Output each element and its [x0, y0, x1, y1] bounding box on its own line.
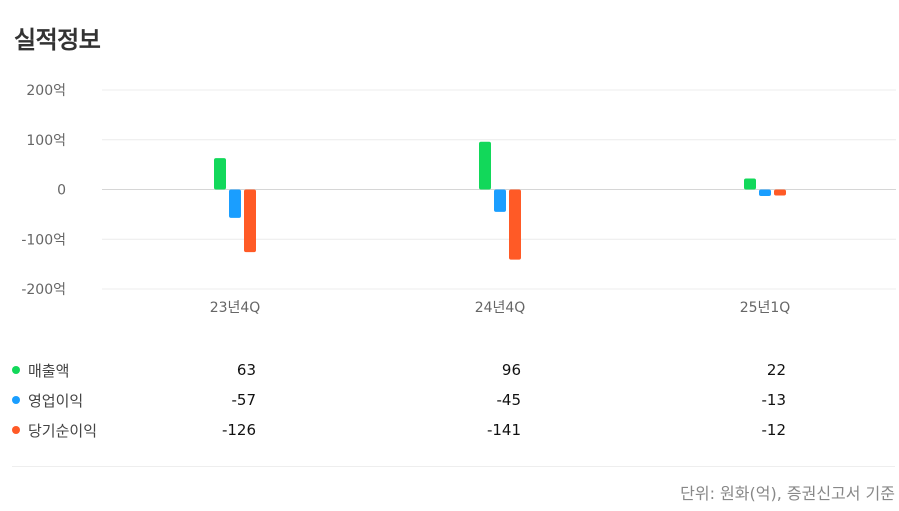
operating-profit-dot-icon: [12, 396, 20, 404]
bar-revenue: [744, 178, 756, 190]
row-label-operating-profit: 영업이익: [12, 390, 83, 410]
y-tick-label: 200억: [26, 83, 66, 99]
row-label-revenue: 매출액: [12, 360, 69, 380]
x-tick-label: 25년1Q: [740, 300, 791, 316]
bar-operating-profit: [759, 189, 771, 196]
table-cell: -57: [231, 391, 257, 409]
row-label-text: 영업이익: [28, 391, 84, 410]
bar-net-income: [244, 189, 256, 253]
chart-bars: [214, 141, 786, 260]
row-label-text: 당기순이익: [28, 421, 98, 440]
y-tick-label: 0: [57, 183, 66, 199]
table-cell: -13: [761, 391, 787, 409]
table-cell: -45: [496, 391, 522, 409]
divider: [12, 466, 895, 467]
row-label-net-income: 당기순이익: [12, 420, 97, 440]
net-income-dot-icon: [12, 426, 20, 434]
table-cell: 22: [766, 361, 786, 379]
bar-revenue: [479, 141, 491, 190]
bar-revenue: [214, 158, 226, 190]
table-cell: -12: [761, 421, 787, 439]
x-tick-label: 24년4Q: [475, 300, 526, 316]
bar-operating-profit: [494, 189, 506, 212]
y-axis-ticks: 200억 100억 0 -100억 -200억: [21, 83, 66, 298]
revenue-dot-icon: [12, 366, 20, 374]
y-tick-label: -100억: [21, 232, 66, 248]
table-cell: -141: [486, 421, 521, 439]
table-cell: -126: [221, 421, 256, 439]
x-tick-label: 23년4Q: [210, 300, 261, 316]
row-label-text: 매출액: [28, 361, 70, 380]
section-title: 실적정보: [14, 26, 101, 54]
bar-net-income: [509, 189, 521, 260]
unit-note: 단위: 원화(억), 증권신고서 기준: [680, 484, 895, 503]
table-cell: 63: [236, 361, 256, 379]
y-tick-label: -200억: [21, 282, 66, 298]
bar-operating-profit: [229, 189, 241, 218]
performance-bar-chart: 200억 100억 0 -100억 -200억 23년4Q 24년4Q 25년1Q: [21, 83, 896, 316]
bar-net-income: [774, 189, 786, 196]
x-axis-ticks: 23년4Q 24년4Q 25년1Q: [210, 300, 791, 316]
table-cell: 96: [501, 361, 521, 379]
y-tick-label: 100억: [26, 133, 66, 149]
